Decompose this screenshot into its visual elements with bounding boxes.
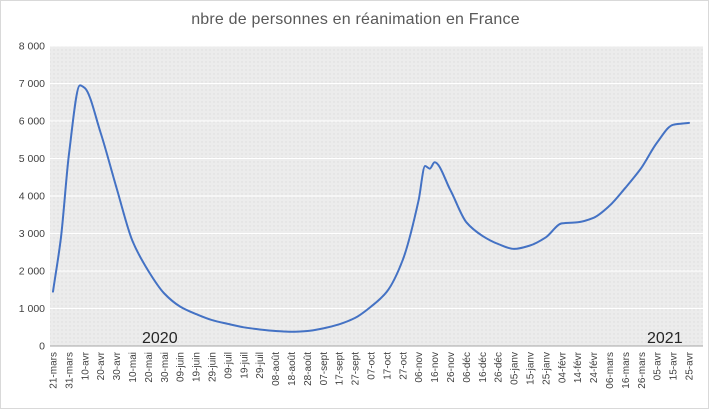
x-tick-label: 10-avr	[80, 351, 91, 380]
y-tick-label: 1 000	[19, 303, 45, 315]
x-tick-label: 27-sept	[351, 352, 362, 386]
x-tick-label: 27-oct	[398, 352, 409, 380]
x-tick-label: 26-déc	[494, 352, 505, 383]
y-tick-label: 8 000	[19, 41, 45, 53]
y-tick-label: 4 000	[19, 191, 45, 203]
series-line	[52, 84, 690, 333]
x-tick-label: 04-févr	[557, 351, 568, 383]
x-tick-label: 30-mai	[160, 352, 171, 383]
x-tick-label: 17-sept	[335, 352, 346, 386]
x-tick-label: 24-févr	[589, 351, 600, 383]
x-tick-label: 09-juil	[223, 352, 234, 379]
x-tick-label: 19-juin	[192, 352, 203, 382]
x-tick-label: 14-févr	[573, 351, 584, 383]
x-tick-label: 16-mars	[621, 352, 632, 389]
x-tick-label: 05-avr	[653, 351, 664, 380]
x-tick-label: 07-oct	[367, 352, 378, 380]
x-tick-label: 26-mars	[637, 352, 648, 389]
year-label-2021: 2021	[647, 330, 683, 347]
x-tick-label: 16-déc	[478, 352, 489, 383]
y-tick-label: 2 000	[19, 266, 45, 278]
x-tick-label: 29-juin	[208, 352, 219, 382]
x-tick-label: 16-nov	[430, 352, 441, 383]
x-tick-label: 31-mars	[64, 352, 75, 389]
x-tick-label: 06-déc	[462, 352, 473, 383]
x-tick-label: 08-août	[271, 352, 282, 386]
x-tick-label: 07-sept	[319, 352, 330, 386]
x-tick-label: 19-juil	[239, 352, 250, 379]
chart-title: nbre de personnes en réanimation en Fran…	[191, 11, 520, 28]
x-tick-label: 05-janv	[510, 352, 521, 385]
x-tick-label: 06-mars	[605, 352, 616, 389]
x-tick-label: 15-avr	[669, 351, 680, 380]
x-tick-label: 29-juil	[255, 352, 266, 379]
x-tick-label: 18-août	[287, 352, 298, 386]
y-tick-label: 7 000	[19, 78, 45, 90]
x-tick-label: 20-mai	[144, 352, 155, 383]
y-tick-label: 5 000	[19, 153, 45, 165]
x-tick-label: 06-nov	[414, 352, 425, 383]
x-tick-label: 30-avr	[112, 351, 123, 380]
x-tick-label: 28-août	[303, 352, 314, 386]
x-tick-label: 09-juin	[176, 352, 187, 382]
x-tick-label: 25-avr	[685, 351, 696, 380]
x-tick-label: 10-mai	[128, 352, 139, 383]
x-tick-label: 26-nov	[446, 352, 457, 383]
x-tick-label: 25-janv	[541, 352, 552, 385]
y-tick-label: 0	[39, 341, 45, 353]
x-tick-label: 15-janv	[526, 352, 537, 385]
x-tick-label: 21-mars	[49, 352, 60, 389]
y-tick-label: 3 000	[19, 228, 45, 240]
year-label-2020: 2020	[142, 330, 178, 347]
x-tick-label: 17-oct	[382, 352, 393, 380]
y-tick-label: 6 000	[19, 116, 45, 128]
x-tick-label: 20-avr	[96, 351, 107, 380]
